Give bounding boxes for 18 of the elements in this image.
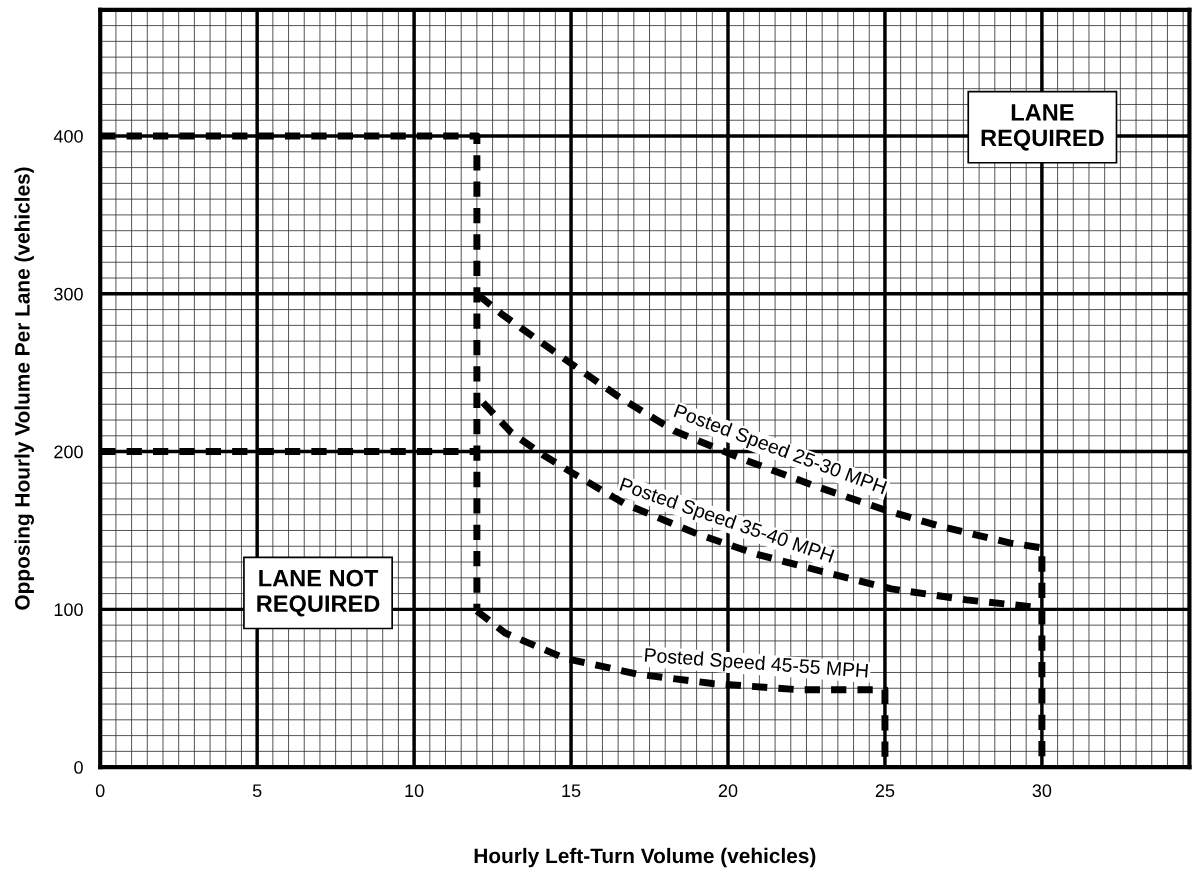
- y-tick-label: 400: [53, 129, 83, 143]
- x-axis-title: Hourly Left-Turn Volume (vehicles): [474, 847, 816, 868]
- y-tick-label: 100: [54, 603, 83, 617]
- series-label: Posted Speed 45-55 MPH: [644, 647, 868, 682]
- x-tick-label: 30: [1032, 784, 1052, 798]
- annotation: LANE NOT REQUIRED: [257, 569, 380, 617]
- x-tick-label: 5: [252, 784, 262, 798]
- y-tick-label: 0: [74, 761, 83, 774]
- text: Posted Speed 35-40 MPH: [618, 476, 835, 567]
- annotation: LANE REQUIRED: [981, 104, 1104, 151]
- x-tick-label: 0: [95, 784, 105, 798]
- x-tick-label: 10: [405, 784, 424, 798]
- x-tick-label: 15: [562, 784, 581, 798]
- y-tick-label: 300: [54, 287, 83, 301]
- y-tick-label: 200: [54, 445, 83, 459]
- x-tick-label: 20: [718, 784, 738, 798]
- x-tick-label: 25: [875, 784, 895, 798]
- y-axis-title: Opposing Hourly Volume Per Lane (vehicles): [14, 167, 34, 610]
